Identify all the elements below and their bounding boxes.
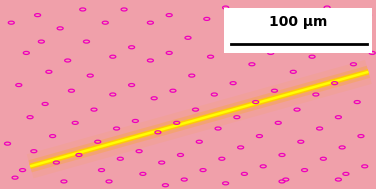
Text: 100 μm: 100 μm (269, 15, 327, 29)
FancyBboxPatch shape (224, 8, 372, 53)
